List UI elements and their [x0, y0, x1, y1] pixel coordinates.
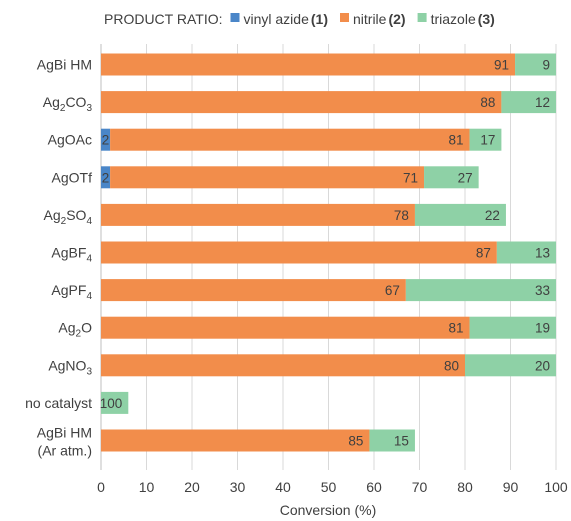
data-label-nitrile-4: 78	[394, 208, 409, 223]
category-label-2: AgOAc	[48, 132, 92, 148]
x-tick-labels: 0 10 20 30 40 50 60 70 80 90 100	[97, 479, 568, 495]
data-label-triazole-6: 33	[535, 283, 550, 298]
bar-triazole-7	[469, 316, 556, 339]
category-label-6: AgPF4	[51, 282, 92, 302]
bar-triazole-8	[465, 354, 556, 377]
data-label-triazole-3: 27	[458, 170, 473, 185]
bar-nitrile-6	[101, 279, 406, 302]
legend-number-2: (3)	[478, 11, 495, 27]
data-label-triazole-2: 17	[480, 133, 495, 148]
x-tick-20: 20	[184, 479, 200, 495]
x-axis-title: Conversion (%)	[280, 502, 376, 518]
category-label-0: AgBi HM	[37, 57, 92, 73]
x-tick-100: 100	[544, 479, 568, 495]
bar-nitrile-1	[101, 91, 502, 114]
category-label-3: AgOTf	[52, 169, 93, 185]
legend-swatch-1	[340, 13, 349, 22]
bar-nitrile-10	[101, 429, 370, 452]
data-label-nitrile-7: 81	[449, 321, 464, 336]
data-label-triazole-9: 100	[100, 396, 123, 411]
bar-triazole-9	[101, 391, 129, 414]
x-tick-60: 60	[366, 479, 382, 495]
category-label-10-line2: (Ar atm.)	[38, 443, 92, 459]
category-label-9: no catalyst	[25, 395, 92, 411]
bar-triazole-6	[405, 279, 556, 302]
data-label-nitrile-10: 85	[348, 434, 363, 449]
bar-nitrile-2	[110, 128, 470, 151]
data-label-triazole-1: 12	[535, 95, 550, 110]
data-label-vinyl-azide-2: 2	[102, 133, 110, 148]
x-tick-30: 30	[230, 479, 246, 495]
category-labels: AgBi HM Ag2CO3 AgOAc AgOTf Ag2SO4 AgBF4 AgPF4 A…	[25, 57, 92, 459]
legend-number-1: (2)	[388, 11, 405, 27]
data-label-triazole-10: 15	[394, 434, 409, 449]
data-label-triazole-5: 13	[535, 246, 550, 261]
x-tick-10: 10	[139, 479, 155, 495]
legend-swatch-2	[417, 13, 427, 22]
bar-nitrile-4	[101, 203, 415, 226]
category-label-1: Ag2CO3	[43, 94, 93, 114]
data-label-triazole-4: 22	[485, 208, 500, 223]
bar-triazole-2	[469, 128, 502, 151]
data-label-nitrile-5: 87	[476, 246, 491, 261]
legend-label-2: triazole	[431, 11, 476, 27]
data-label-triazole-8: 20	[535, 358, 550, 373]
x-tick-70: 70	[412, 479, 428, 495]
bar-nitrile-8	[101, 354, 465, 377]
bar-triazole-3	[424, 166, 479, 189]
data-label-nitrile-0: 91	[494, 58, 509, 73]
legend-label-1: nitrile	[353, 11, 387, 27]
bar-nitrile-7	[101, 316, 470, 339]
bar-triazole-10	[369, 429, 415, 452]
x-tick-40: 40	[275, 479, 291, 495]
bar-nitrile-5	[101, 241, 497, 264]
bar-triazole-4	[414, 203, 506, 226]
legend: PRODUCT RATIO: vinyl azide (1) nitrile (2…	[104, 11, 495, 27]
category-label-10: AgBi HM	[37, 425, 92, 441]
bar-nitrile-0	[101, 53, 516, 76]
bar-vinyl-azide-2	[101, 128, 111, 151]
data-label-nitrile-8: 80	[444, 358, 459, 373]
bar-triazole-0	[515, 53, 556, 76]
legend-number-0: (1)	[311, 11, 328, 27]
category-label-5: AgBF4	[51, 245, 92, 265]
bar-triazole-1	[501, 91, 556, 114]
data-label-nitrile-3: 71	[403, 170, 418, 185]
bar-vinyl-azide-3	[101, 166, 111, 189]
x-tick-0: 0	[97, 479, 105, 495]
data-label-nitrile-2: 81	[449, 133, 464, 148]
data-label-triazole-0: 9	[542, 58, 550, 73]
data-label-triazole-7: 19	[535, 321, 550, 336]
category-label-4: Ag2SO4	[44, 207, 93, 227]
x-tick-80: 80	[457, 479, 473, 495]
data-label-nitrile-6: 67	[385, 283, 400, 298]
legend-swatch-0	[230, 13, 240, 22]
legend-label-0: vinyl azide	[244, 11, 310, 27]
bars: 91 9 88 12 2 81 17 2 71 27 78 22 87 13 67 33 81 19 80 20 100…	[100, 53, 556, 452]
category-label-7: Ag2O	[58, 320, 92, 340]
category-label-8: AgNO3	[48, 357, 92, 377]
data-label-nitrile-1: 88	[480, 95, 495, 110]
bar-triazole-5	[496, 241, 556, 264]
legend-title: PRODUCT RATIO:	[104, 11, 223, 27]
data-label-vinyl-azide-3: 2	[102, 170, 110, 185]
x-tick-50: 50	[321, 479, 337, 495]
bar-nitrile-3	[110, 166, 425, 189]
x-tick-90: 90	[503, 479, 519, 495]
